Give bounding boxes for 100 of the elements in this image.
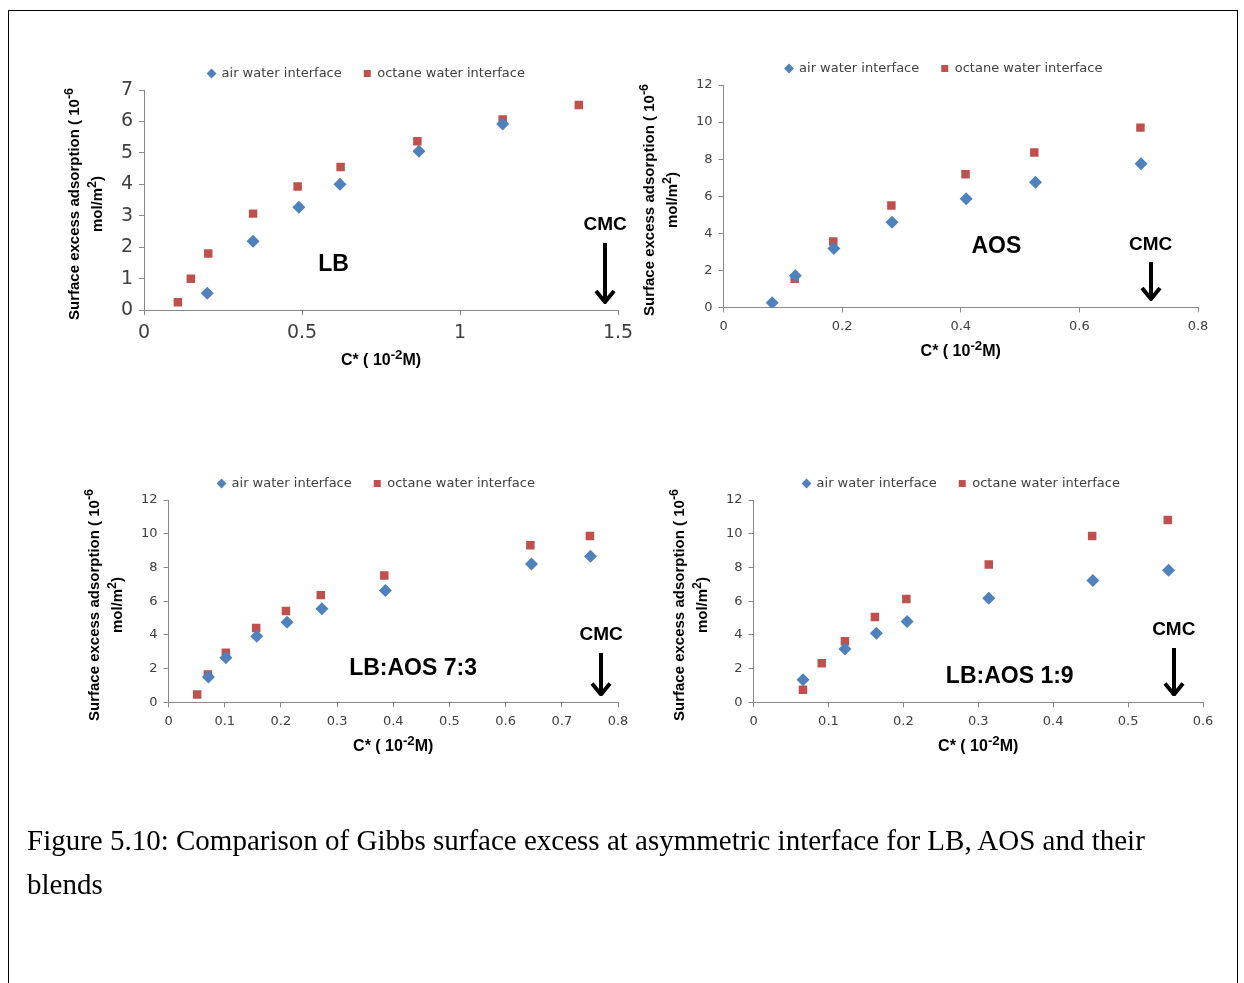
point [982,591,996,605]
point [378,584,392,598]
point [192,690,202,699]
point [827,241,841,255]
point [336,162,345,172]
point [412,144,426,158]
point [1134,157,1148,171]
legend-label: octane water interface [377,64,525,80]
y-tick-label: 7 [120,76,134,99]
point [413,137,422,146]
legend-label: octane water interface [954,59,1103,75]
x-tick-label: 0.5 [1117,712,1139,728]
point [887,201,896,210]
point [248,209,258,218]
x-tick-label: 0 [164,712,173,728]
point [496,117,510,131]
x-tick-label: 1 [453,319,467,342]
annotation: LB:AOS 7:3 [349,653,477,680]
y-tick-label: 4 [734,626,743,642]
y-tick-label: 4 [120,171,134,194]
y-tick-label: 2 [120,234,134,257]
y-tick-label: 8 [734,558,743,574]
y-tick-label: 0 [734,693,743,709]
legend-label: air water interface [799,59,920,75]
point [583,549,597,563]
y-tick-label: 12 [696,76,713,92]
point [200,286,214,300]
x-axis-title: C* ( 10$^{-2}$M) [339,347,423,370]
y-tick-label: 0 [149,693,158,709]
y-tick-label: 2 [149,660,158,676]
x-tick-label: 0.7 [551,712,573,728]
x-tick-label: 0.3 [967,712,989,728]
y-tick-label: 10 [696,113,713,129]
point [1029,175,1042,189]
legend-label: octane water interface [972,474,1120,490]
point [1136,123,1145,132]
y-tick-label: 6 [149,592,158,608]
point [961,170,970,179]
caption: Figure 5.10: Comparison of Gibbs surface excess at asymmetric interface for LB, AOS and their blends [27,823,1146,902]
x-tick-label: 0.2 [270,712,292,728]
x-tick-label: 0.2 [831,317,853,333]
x-tick-label: 0.6 [1192,712,1214,728]
y-tick-label: 12 [726,491,743,507]
annotation: CMC [1152,618,1196,640]
annotation: CMC [583,213,628,235]
annotation: LB:AOS 1:9 [945,662,1074,689]
point [838,642,852,656]
point [203,249,213,258]
y-tick-label: 8 [704,150,713,166]
x-tick-label: 1.5 [602,319,634,342]
point [885,215,899,229]
point [817,659,826,668]
x-tick-label: 0.1 [818,712,839,728]
legend-label: octane water interface [387,474,535,490]
y-tick-label: 10 [141,525,158,541]
point [796,673,810,687]
x-axis-title: C* ( 10$^{-2}$M) [352,733,435,756]
point [526,540,535,550]
y-tick-label: 4 [149,626,158,642]
point [219,651,233,665]
legend-label: air water interface [231,474,352,490]
point [293,182,302,191]
y-tick-label: 4 [704,224,713,240]
point [765,296,779,308]
annotation: AOS [971,231,1022,258]
y-tick-label: 2 [734,660,743,676]
y-tick-label: 2 [704,261,713,277]
point [869,626,883,640]
y-tick-label: 8 [149,558,158,574]
x-tick-label: 0.6 [1069,317,1090,333]
x-tick-label: 0.5 [286,319,318,342]
x-tick-label: 0.6 [495,712,516,728]
point [900,615,914,629]
point [280,615,294,629]
point [959,192,973,206]
x-tick-label: 0.8 [1187,317,1209,333]
point [292,200,306,214]
annotation: CMC [579,623,624,645]
x-tick-label: 0.4 [1042,712,1064,728]
x-tick-label: 0.4 [382,712,404,728]
y-tick-label: 10 [726,525,743,541]
annotation: CMC [1128,232,1173,254]
point [524,557,538,571]
annotation: LB [318,249,349,276]
y-tick-label: 0 [704,298,713,314]
x-tick-label: 0 [749,712,758,728]
x-axis-title: C* ( 10$^{-2}$M) [937,733,1020,756]
point [788,269,802,283]
y-tick-label: 3 [120,202,134,225]
x-axis-title: C* ( 10$^{-2}$M) [919,338,1002,361]
y-tick-label: 1 [120,265,134,288]
point [201,670,215,684]
point [333,177,347,191]
x-tick-label: 0.1 [214,712,236,728]
x-tick-label: 0.2 [893,712,914,728]
legend-label: air water interface [221,64,342,80]
point [1030,148,1039,157]
point [984,560,993,569]
point [173,298,183,307]
x-tick-label: 0.3 [326,712,348,728]
